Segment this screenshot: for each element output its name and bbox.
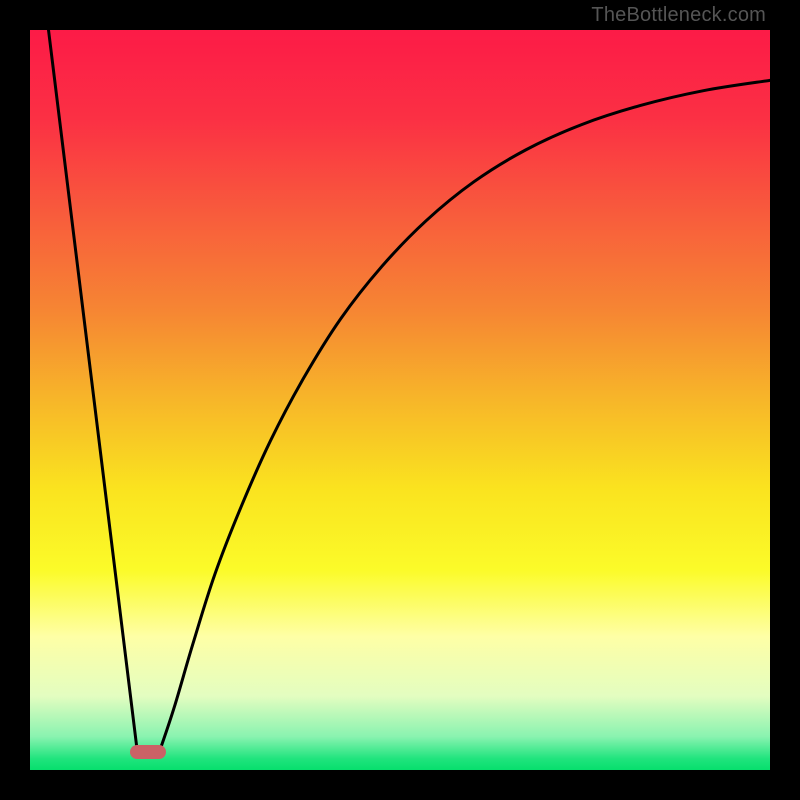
gradient-background (30, 30, 770, 770)
plot-area (30, 30, 770, 770)
chart-container: TheBottleneck.com (0, 0, 800, 800)
watermark-text: TheBottleneck.com (591, 4, 766, 27)
bottleneck-marker (130, 745, 166, 759)
